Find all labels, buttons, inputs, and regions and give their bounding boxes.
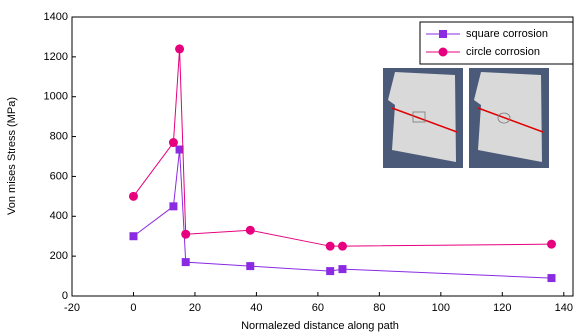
y-tick-label: 0 [62, 290, 68, 302]
marker [129, 232, 137, 240]
marker [129, 192, 138, 201]
marker [326, 267, 334, 275]
marker [181, 230, 190, 239]
marker [547, 240, 556, 249]
x-tick-label: 60 [312, 302, 324, 314]
inset-plate [388, 72, 456, 162]
x-tick-label: 40 [250, 302, 262, 314]
x-tick-label: 20 [189, 302, 201, 314]
marker [338, 265, 346, 273]
legend-label: circle corrosion [466, 46, 540, 58]
legend-marker [439, 48, 448, 57]
x-tick-label: 0 [130, 302, 136, 314]
marker [169, 138, 178, 147]
y-tick-label: 200 [50, 250, 68, 262]
y-tick-label: 400 [50, 210, 68, 222]
marker [547, 274, 555, 282]
marker [338, 242, 347, 251]
marker [175, 44, 184, 53]
x-tick-label: 100 [432, 302, 450, 314]
page: {"chart_data": {"type": "line", "x_label… [0, 0, 582, 336]
y-tick-label: 800 [50, 130, 68, 142]
series-line [133, 150, 551, 279]
chart: Normalezed distance along path Von mises… [0, 0, 582, 336]
y-tick-label: 1000 [44, 91, 68, 103]
x-tick-label: 140 [555, 302, 573, 314]
y-tick-label: 1200 [44, 51, 68, 63]
y-axis-label: Von mises Stress (MPa) [6, 97, 18, 215]
marker [182, 258, 190, 266]
legend-label: square corrosion [466, 28, 548, 40]
legend-marker [439, 30, 447, 38]
x-tick-label: -20 [64, 302, 80, 314]
y-tick-label: 600 [50, 170, 68, 182]
marker [326, 242, 335, 251]
x-tick-label: 120 [493, 302, 511, 314]
marker [169, 202, 177, 210]
marker [246, 262, 254, 270]
y-tick-label: 1400 [44, 11, 68, 23]
marker [246, 226, 255, 235]
inset-plate [474, 72, 542, 162]
inset-images [383, 68, 549, 168]
x-tick-label: 80 [373, 302, 385, 314]
x-axis-label: Normalezed distance along path [241, 320, 399, 332]
